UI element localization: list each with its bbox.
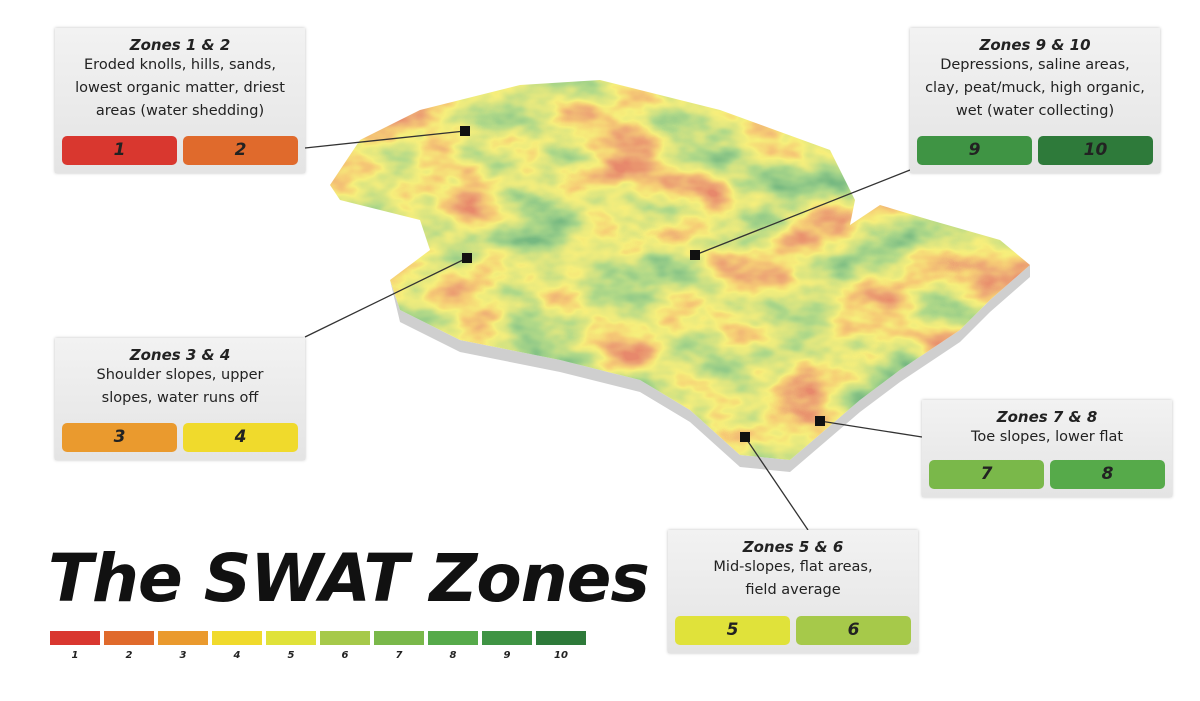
callout-text: slopes, water runs off — [101, 390, 259, 406]
legend-label: 10 — [554, 650, 568, 661]
callout-text: Shoulder slopes, upper — [96, 367, 264, 383]
callout-text: Eroded knolls, hills, sands, — [84, 57, 276, 73]
legend-swatch — [50, 631, 100, 645]
leaders — [304, 130, 923, 531]
callout-title: Zones 9 & 10 — [979, 36, 1091, 54]
legend-label: 8 — [449, 650, 457, 661]
callout: Zones 5 & 6 Mid-slopes, flat areas, field … — [668, 530, 918, 653]
legend-item: 6 — [320, 631, 370, 661]
legend-item: 2 — [104, 631, 154, 661]
callout-text: lowest organic matter, driest — [75, 80, 285, 96]
legend-label: 6 — [341, 650, 349, 661]
callout: Zones 7 & 8 Toe slopes, lower flat 7 8 — [922, 400, 1172, 497]
legend-swatch — [320, 631, 370, 645]
callout-title: Zones 7 & 8 — [996, 408, 1098, 426]
legend-item: 4 — [212, 631, 262, 661]
legend-label: 4 — [233, 650, 241, 661]
zone-chip: 10 — [1038, 136, 1153, 165]
legend-swatch — [158, 631, 208, 645]
legend-swatch — [374, 631, 424, 645]
zone-chip: 4 — [183, 423, 298, 452]
zone-chip: 2 — [183, 136, 298, 165]
legend-label: 2 — [125, 650, 133, 661]
zone-chip: 6 — [796, 616, 911, 645]
zone-chip: 3 — [62, 423, 177, 452]
callout-text: wet (water collecting) — [955, 103, 1115, 119]
legend-swatch — [428, 631, 478, 645]
callout-text: areas (water shedding) — [95, 103, 265, 119]
callout-text: field average — [745, 582, 841, 598]
zone-chip: 7 — [929, 460, 1044, 489]
legend-item: 9 — [482, 631, 532, 661]
zone-chip: 9 — [917, 136, 1032, 165]
legend-label: 3 — [179, 650, 187, 661]
legend-label: 1 — [71, 650, 79, 661]
zone-chip: 5 — [675, 616, 790, 645]
callout-text: Mid-slopes, flat areas, — [713, 559, 873, 575]
callout: Zones 3 & 4 Shoulder slopes, upper slopes,… — [55, 338, 305, 460]
callout-text: clay, peat/muck, high organic, — [925, 80, 1145, 96]
callout-title: Zones 3 & 4 — [129, 346, 231, 364]
legend-item: 3 — [158, 631, 208, 661]
legend-swatch — [482, 631, 532, 645]
legend: 1 2 3 4 5 6 7 8 9 10 — [50, 631, 586, 661]
legend-swatch — [212, 631, 262, 645]
map-edge — [390, 265, 1030, 472]
pins — [460, 126, 825, 442]
callout-title: Zones 5 & 6 — [742, 538, 844, 556]
legend-label: 5 — [287, 650, 295, 661]
zone-chip: 8 — [1050, 460, 1165, 489]
callout: Zones 1 & 2 Eroded knolls, hills, sands, l… — [55, 28, 305, 173]
legend-swatch — [104, 631, 154, 645]
legend-swatch — [266, 631, 316, 645]
legend-item: 1 — [50, 631, 100, 661]
legend-item: 10 — [536, 631, 586, 661]
callout-text: Toe slopes, lower flat — [970, 429, 1124, 445]
legend-swatch — [536, 631, 586, 645]
callout: Zones 9 & 10 Depressions, saline areas, cl… — [910, 28, 1160, 173]
zone-chips: 9 10 — [917, 136, 1153, 165]
callout-title: Zones 1 & 2 — [129, 36, 231, 54]
zone-chip: 1 — [62, 136, 177, 165]
legend-item: 8 — [428, 631, 478, 661]
legend-label: 9 — [503, 650, 511, 661]
legend-item: 7 — [374, 631, 424, 661]
callout-text: Depressions, saline areas, — [940, 57, 1130, 73]
legend-item: 5 — [266, 631, 316, 661]
title: The SWAT Zones — [48, 540, 650, 617]
legend-label: 7 — [395, 650, 403, 661]
